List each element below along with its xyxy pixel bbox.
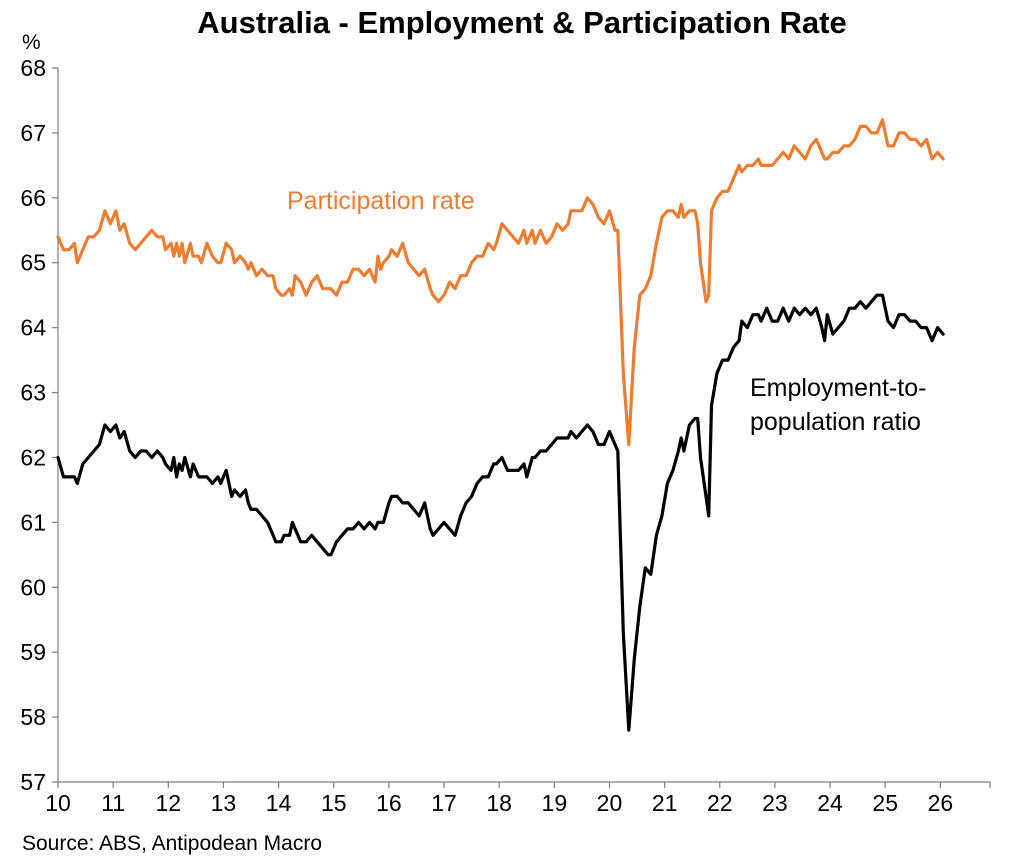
- x-tick-label: 25: [872, 790, 898, 816]
- y-tick-label: 62: [20, 444, 46, 470]
- y-tick-label: 57: [20, 769, 46, 795]
- chart-title: Australia - Employment & Participation R…: [197, 5, 846, 40]
- y-tick-label: 65: [20, 250, 46, 276]
- x-tick-label: 11: [101, 790, 125, 816]
- y-tick-label: 68: [20, 55, 46, 81]
- series-label-employment-line-1: Employment-to-: [750, 374, 926, 402]
- x-tick-label: 18: [486, 790, 512, 816]
- x-tick-label: 15: [321, 790, 347, 816]
- x-axis-ticks: 10 11 12 13 14 15 16 17 18 19 20 21 22 23 24 25 26: [45, 782, 991, 816]
- x-tick-label: 24: [817, 790, 843, 816]
- y-tick-label: 59: [20, 639, 46, 665]
- y-tick-label: 67: [20, 120, 46, 146]
- x-tick-label: 10: [45, 790, 71, 816]
- x-tick-label: 20: [597, 790, 623, 816]
- source-note: Source: ABS, Antipodean Macro: [22, 832, 322, 855]
- series-label-employment-line-2: population ratio: [750, 408, 921, 436]
- series-line-employment-to-population-ratio: [56, 293, 945, 732]
- y-axis-ticks: 57 58 59 60 61 62 63 64 65 66 67 68: [20, 55, 58, 795]
- x-tick-label: 13: [211, 790, 237, 816]
- series-line-participation-rate: [56, 118, 945, 447]
- y-tick-label: 61: [20, 509, 46, 535]
- x-tick-label: 12: [155, 790, 181, 816]
- x-tick-label: 21: [652, 790, 678, 816]
- series-label-participation-rate: Participation rate: [287, 187, 475, 215]
- y-tick-label: 66: [20, 185, 46, 211]
- y-tick-label: 64: [20, 315, 46, 341]
- x-tick-label: 26: [928, 790, 954, 816]
- x-tick-label: 19: [542, 790, 568, 816]
- x-tick-label: 17: [431, 790, 457, 816]
- x-tick-label: 16: [376, 790, 402, 816]
- x-tick-label: 23: [762, 790, 788, 816]
- y-tick-label: 63: [20, 380, 46, 406]
- y-axis-unit: %: [22, 31, 41, 54]
- y-tick-label: 60: [20, 574, 46, 600]
- x-tick-label: 14: [266, 790, 292, 816]
- x-tick-label: 22: [707, 790, 733, 816]
- y-tick-label: 58: [20, 704, 46, 730]
